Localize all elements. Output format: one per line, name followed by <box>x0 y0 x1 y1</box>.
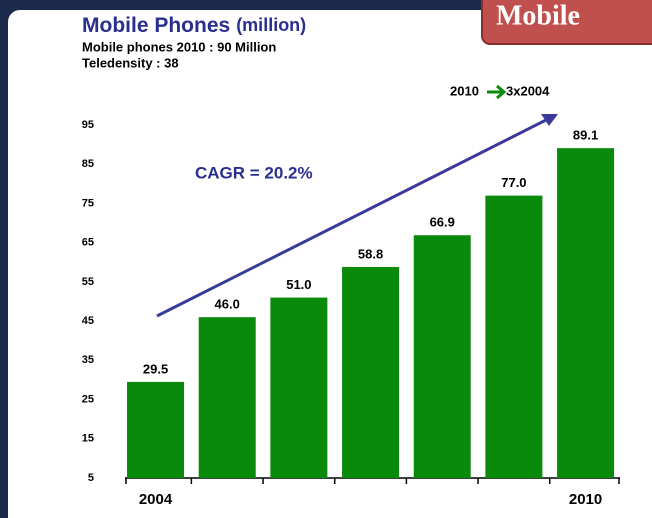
y-tick-label: 25 <box>82 393 94 405</box>
y-tick-label: 95 <box>82 119 94 131</box>
y-tick-label: 5 <box>88 472 94 484</box>
value-label: 66.9 <box>430 215 455 230</box>
bar <box>485 195 543 478</box>
y-tick-label: 55 <box>82 276 94 288</box>
annotation-arrow <box>487 84 507 100</box>
banner-text: Mobile <box>496 0 580 31</box>
value-label: 46.0 <box>215 297 240 312</box>
title-main: Mobile Phones <box>82 14 230 37</box>
trend-arrow <box>156 117 549 318</box>
value-label: 51.0 <box>286 277 311 292</box>
bar <box>127 381 185 478</box>
banner-box <box>481 0 652 45</box>
bar <box>342 266 400 478</box>
bar <box>413 235 471 478</box>
subtitle: Teledensity : 38 <box>82 55 179 70</box>
y-tick-label: 65 <box>82 237 94 249</box>
annotation: CAGR = 20.2% <box>195 163 313 182</box>
value-label: 77.0 <box>501 175 526 190</box>
x-tick-label: 2010 <box>569 491 602 508</box>
y-tick-label: 85 <box>82 158 94 170</box>
annotation: 2010 <box>450 83 479 98</box>
y-tick-label: 15 <box>82 433 94 445</box>
subtitle: Mobile phones 2010 : 90 Million <box>82 39 276 54</box>
value-label: 29.5 <box>143 361 168 376</box>
panel <box>8 10 652 518</box>
y-tick-label: 45 <box>82 315 94 327</box>
bar <box>270 297 328 478</box>
value-label: 58.8 <box>358 246 383 261</box>
bar <box>198 317 256 478</box>
annotation: 3x2004 <box>506 83 550 98</box>
trend-arrowhead <box>541 114 558 126</box>
bar <box>557 148 615 478</box>
y-tick-label: 35 <box>82 354 94 366</box>
title-unit: (million) <box>236 15 306 35</box>
chart-title: Mobile Phones (million) <box>82 14 306 37</box>
x-tick-label: 2004 <box>139 491 173 508</box>
y-tick-label: 75 <box>82 197 94 209</box>
value-label: 89.1 <box>573 128 598 143</box>
